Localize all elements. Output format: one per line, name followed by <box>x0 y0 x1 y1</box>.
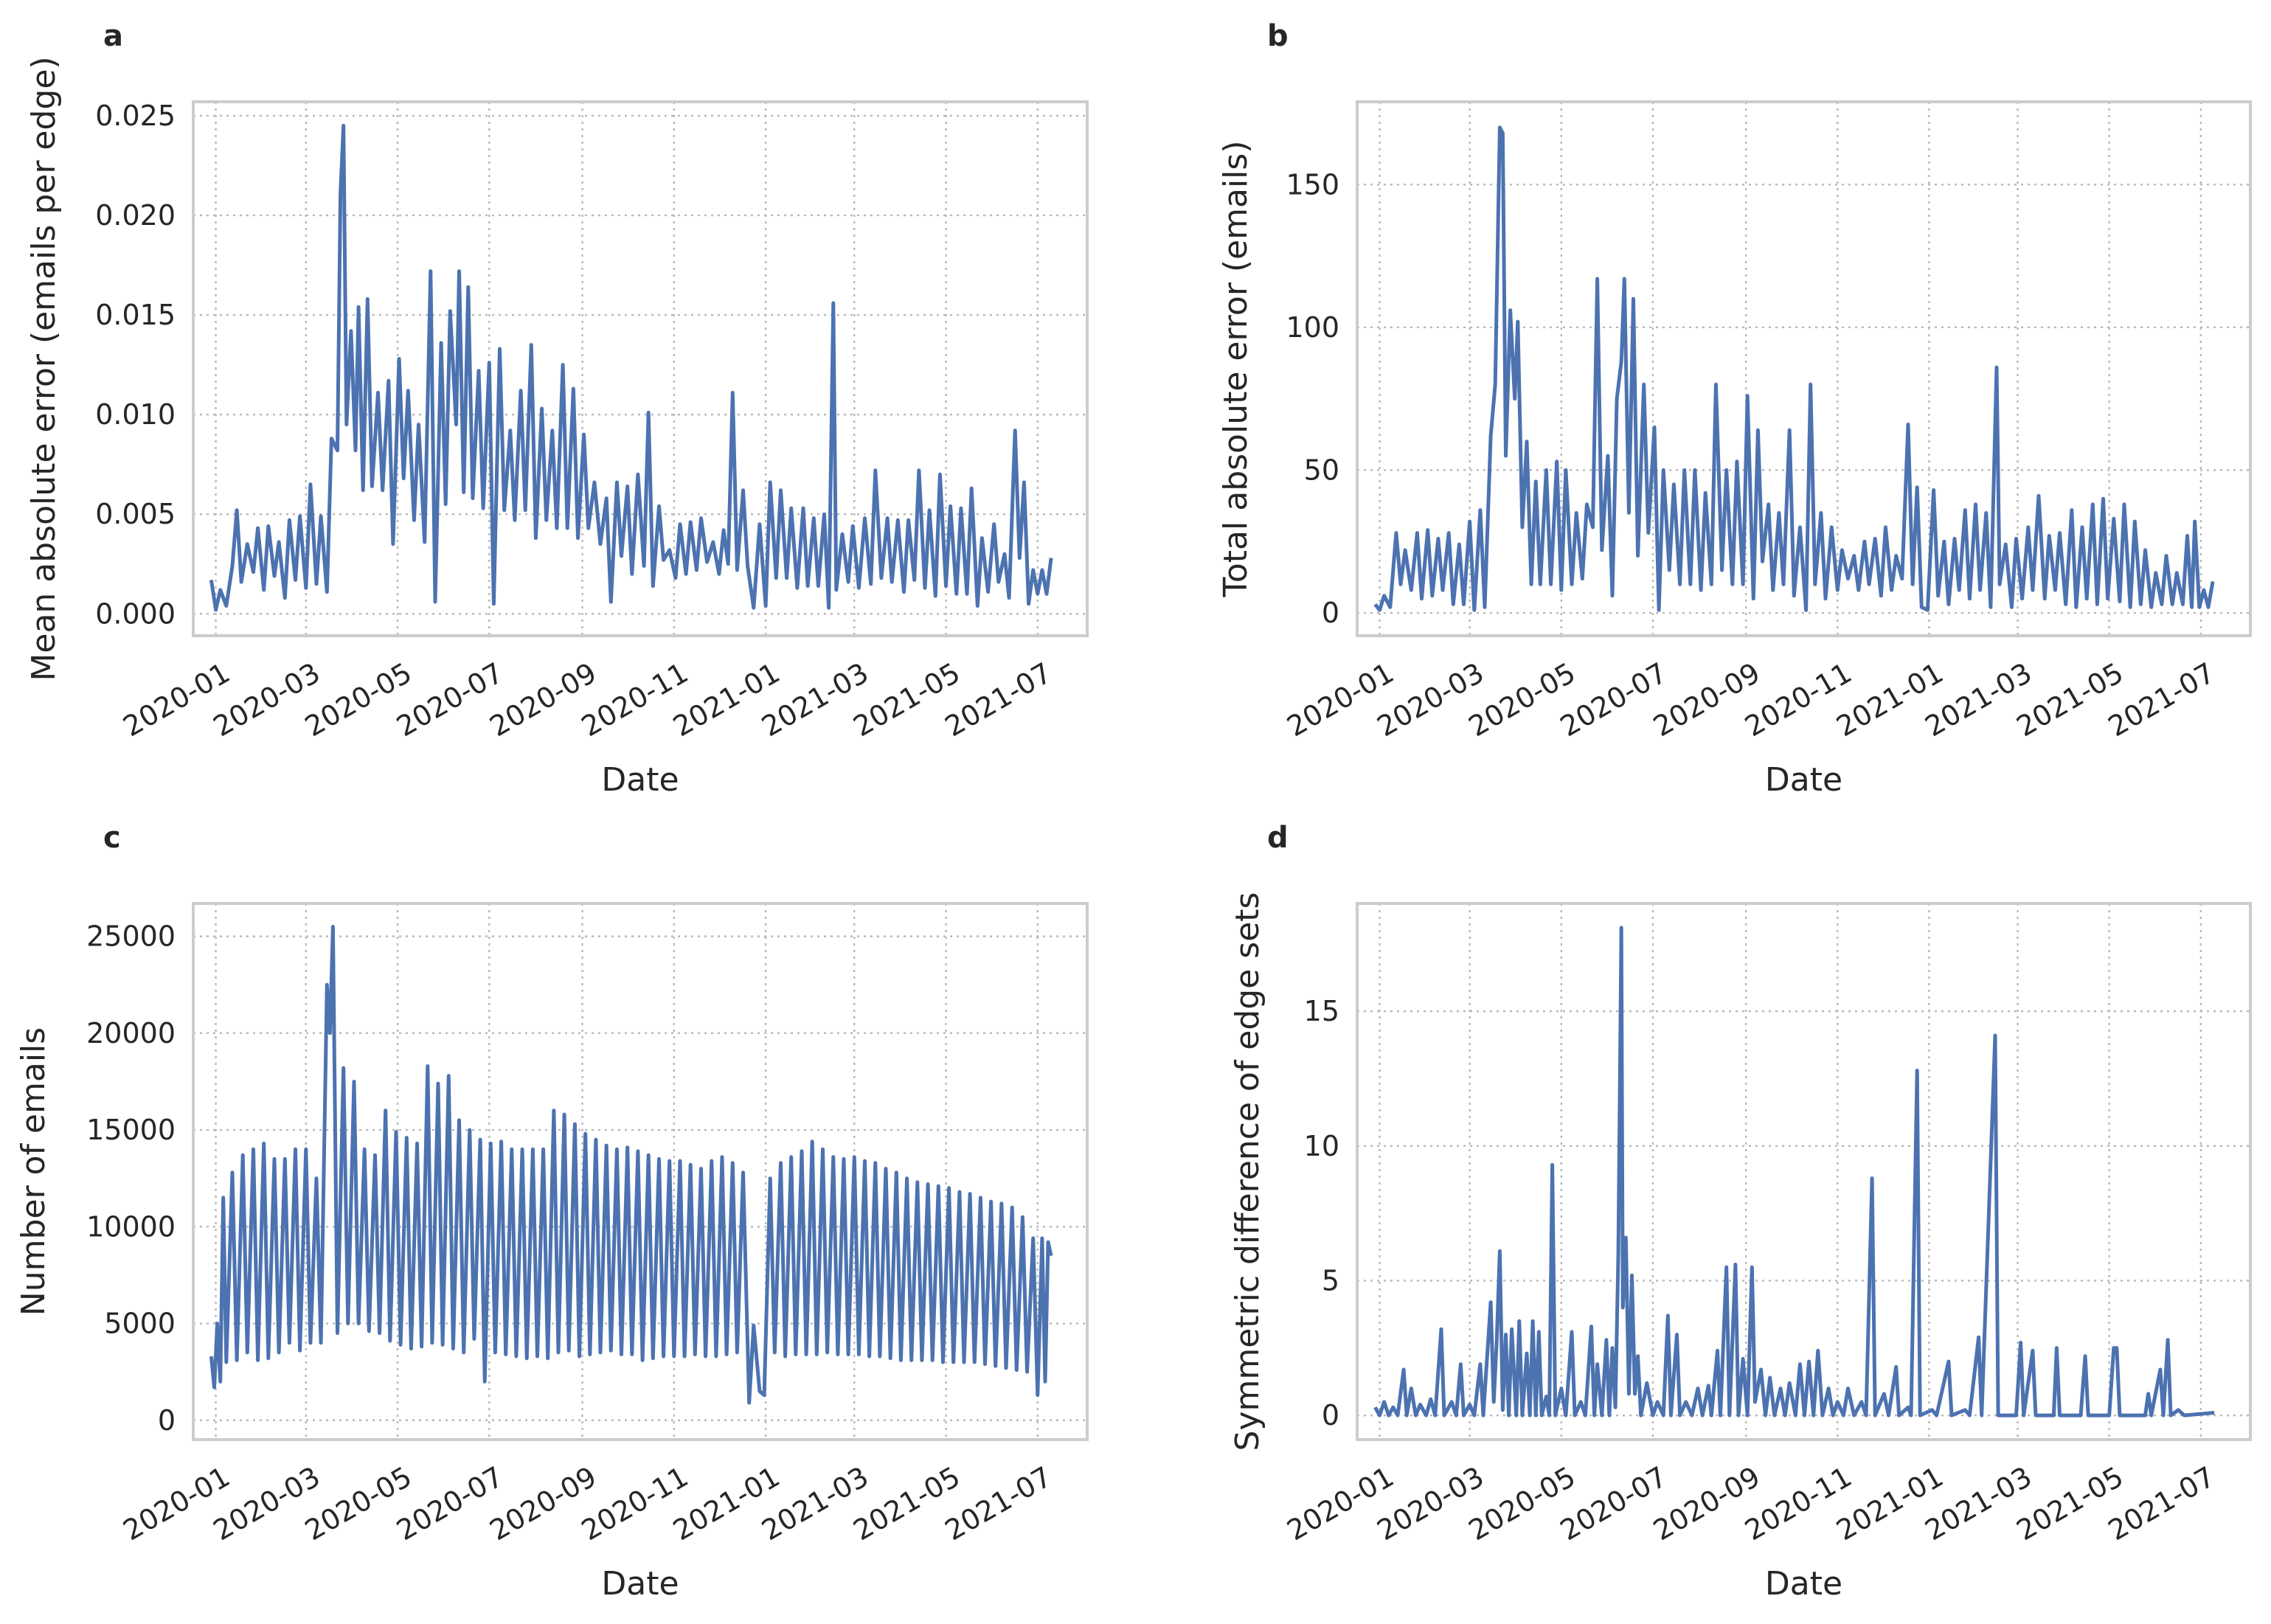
axes-frame <box>1356 100 2252 637</box>
axes-frame <box>192 902 1089 1441</box>
x-tick-label: 2020-07 <box>391 656 509 743</box>
x-tick-label: 2021-07 <box>940 656 1058 743</box>
x-axis-label: Date <box>1765 1565 1842 1603</box>
panel-label-a: a <box>103 19 123 53</box>
x-tick-label: 2020-07 <box>1555 1460 1673 1547</box>
y-axis-label: Mean absolute error (emails per edge) <box>25 56 63 681</box>
y-tick-label: 0.000 <box>95 597 176 630</box>
y-tick-label: 0.025 <box>95 100 176 132</box>
chart-panel-a: 2020-012020-032020-052020-072020-092020-… <box>25 56 1089 799</box>
series-line <box>1373 125 2215 612</box>
chart-panel-c: 2020-012020-032020-052020-072020-092020-… <box>15 902 1089 1603</box>
y-tick-label: 25000 <box>86 920 176 953</box>
y-tick-label: 0 <box>1322 1399 1339 1432</box>
x-tick-label: 2021-07 <box>940 1460 1058 1547</box>
x-tick-label: 2021-07 <box>2103 656 2221 743</box>
y-tick-label: 5000 <box>104 1308 176 1340</box>
y-axis-label: Symmetric difference of edge sets <box>1229 892 1266 1451</box>
series-line <box>1373 926 2215 1417</box>
x-axis-label: Date <box>601 761 679 799</box>
y-tick-label: 0 <box>1322 597 1339 629</box>
chart-panel-b: 2020-012020-032020-052020-072020-092020-… <box>1217 100 2252 799</box>
series-line <box>209 123 1053 612</box>
x-tick-label: 2020-07 <box>391 1460 509 1547</box>
y-tick-label: 0 <box>158 1404 176 1437</box>
y-tick-label: 50 <box>1304 454 1339 486</box>
panel-label-d: d <box>1267 821 1289 855</box>
series-line <box>209 925 1053 1405</box>
panel-label-c: c <box>103 821 121 855</box>
axes-frame <box>192 100 1089 637</box>
y-tick-label: 100 <box>1286 311 1339 344</box>
y-tick-label: 15000 <box>86 1114 176 1146</box>
y-axis-label: Total absolute error (emails) <box>1217 140 1255 597</box>
y-tick-label: 150 <box>1286 168 1339 201</box>
x-axis-label: Date <box>601 1565 679 1603</box>
y-tick-label: 0.020 <box>95 199 176 232</box>
y-tick-label: 10 <box>1304 1130 1339 1162</box>
x-tick-label: 2021-07 <box>2103 1460 2221 1547</box>
y-tick-label: 5 <box>1322 1264 1339 1297</box>
y-tick-label: 20000 <box>86 1017 176 1049</box>
chart-panel-d: 2020-012020-032020-052020-072020-092020-… <box>1229 892 2252 1603</box>
x-tick-label: 2020-07 <box>1555 656 1673 743</box>
y-tick-label: 10000 <box>86 1210 176 1243</box>
x-axis-label: Date <box>1765 761 1842 799</box>
axes-frame <box>1356 902 2252 1441</box>
y-tick-label: 0.005 <box>95 498 176 530</box>
y-tick-label: 0.015 <box>95 299 176 331</box>
y-tick-label: 15 <box>1304 995 1339 1027</box>
y-axis-label: Number of emails <box>15 1027 52 1316</box>
panel-label-b: b <box>1267 19 1289 53</box>
y-tick-label: 0.010 <box>95 398 176 431</box>
